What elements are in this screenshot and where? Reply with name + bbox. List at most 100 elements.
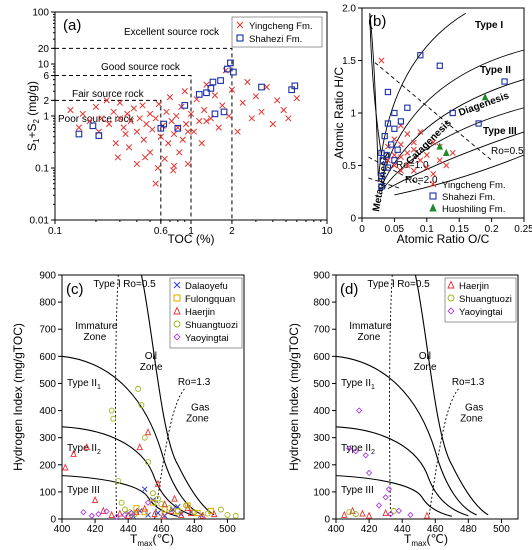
point-x xyxy=(190,128,198,135)
point-square xyxy=(227,59,234,67)
label-immature-zone: Zone xyxy=(84,332,107,343)
y-tick-label: 0.1 xyxy=(35,164,49,175)
legend-marker xyxy=(173,320,181,328)
type-iii-curve xyxy=(387,131,525,189)
point-triangle xyxy=(116,509,124,517)
point-triangle xyxy=(159,512,167,520)
panel-b-label: (b) xyxy=(368,13,386,30)
label-type-ii: Type II xyxy=(480,65,511,76)
x-tick-label: 440 xyxy=(120,524,137,535)
label-type-ii2-sub: 2 xyxy=(371,449,375,456)
point-diamond xyxy=(103,508,110,515)
panel-c-xlabel-sub: max xyxy=(137,539,152,548)
point-x xyxy=(79,110,86,118)
point-x xyxy=(145,512,151,518)
point-x xyxy=(222,67,229,74)
panel-c-points xyxy=(62,385,239,520)
point-square xyxy=(203,89,210,97)
zone-fair: Fair source rock xyxy=(72,89,145,100)
point-square xyxy=(384,88,392,96)
point-x xyxy=(211,92,219,99)
point-x xyxy=(417,128,424,135)
point-x xyxy=(146,110,154,118)
point-circle xyxy=(224,511,231,518)
point-x xyxy=(196,117,203,125)
zone-boundary-good xyxy=(55,75,192,220)
y-tick-label: 2 xyxy=(43,96,49,107)
point-x xyxy=(269,120,277,128)
point-x xyxy=(423,152,430,158)
x-tick-label: 0.15 xyxy=(449,224,469,235)
maturation-path-2 xyxy=(369,13,379,177)
label-oil: Oil xyxy=(145,351,157,362)
legend-label: Haerjin xyxy=(185,307,215,318)
label-type-i: Type I xyxy=(475,20,503,31)
point-square xyxy=(475,120,482,127)
legend-label: Shuangtuozi xyxy=(185,320,238,331)
panel-a-label: (a) xyxy=(63,17,81,34)
point-square xyxy=(133,505,140,512)
type-ii-lower-curve xyxy=(384,107,525,187)
point-square xyxy=(397,118,405,125)
y-tick-label: 0.01 xyxy=(30,216,50,227)
point-x xyxy=(133,160,141,168)
point-x xyxy=(92,103,100,110)
label-type-i: Type Ⅰ xyxy=(93,279,120,290)
point-x xyxy=(170,130,178,138)
point-triangle xyxy=(481,93,489,101)
point-x xyxy=(163,108,170,116)
y-tick-label: 600 xyxy=(313,352,330,363)
point-triangle xyxy=(136,443,143,451)
point-x xyxy=(141,486,148,493)
x-tick-label: 500 xyxy=(493,524,510,535)
panel-c-ticks: 400 420 440 460 480 500 0 100 200 300 400 500 600 700… xyxy=(39,271,236,536)
y-tick-label: 200 xyxy=(39,460,56,471)
x-tick-label: 0.1 xyxy=(420,224,434,235)
point-x xyxy=(215,124,222,131)
point-x xyxy=(149,126,156,133)
point-x xyxy=(110,108,117,116)
y-tick-label: 100 xyxy=(313,487,330,498)
panel-d-xlabel: Tmax(℃) xyxy=(404,532,448,548)
point-x xyxy=(116,115,124,122)
label-oil-zone: Zone xyxy=(414,362,437,373)
legend-label: Shuangtuozi xyxy=(459,294,512,305)
point-triangle xyxy=(91,495,99,503)
panel-a-ylabel-main: S xyxy=(25,143,39,151)
point-square xyxy=(501,78,508,85)
point-triangle xyxy=(151,510,158,518)
point-square xyxy=(384,164,392,171)
point-x xyxy=(219,102,226,109)
point-x xyxy=(173,112,180,120)
point-triangle xyxy=(171,494,178,502)
point-square xyxy=(449,109,456,117)
point-circle xyxy=(108,407,115,414)
label-type-i: Type Ⅰ xyxy=(367,279,394,290)
point-x xyxy=(154,164,161,172)
y-tick-label: 400 xyxy=(313,406,330,417)
point-x xyxy=(120,124,127,131)
label-type-ii2: Type II2 xyxy=(341,443,375,456)
point-x xyxy=(112,140,119,147)
panel-b: (b) Type I Type II Type III Diagenesis C… xyxy=(332,4,532,247)
legend-marker xyxy=(447,280,455,289)
point-x xyxy=(155,100,162,108)
point-x xyxy=(103,97,110,104)
point-x xyxy=(179,136,186,143)
point-x xyxy=(384,157,391,164)
x-tick-label: 420 xyxy=(361,524,378,535)
point-x xyxy=(423,164,430,171)
point-circle xyxy=(135,385,142,392)
point-x xyxy=(252,93,260,100)
point-square xyxy=(383,151,390,159)
panel-c-label: (c) xyxy=(66,281,84,298)
point-square xyxy=(417,52,424,59)
type-i-curve xyxy=(377,12,466,182)
y-tick-label: 0 xyxy=(350,214,356,225)
point-x xyxy=(234,128,241,135)
point-x xyxy=(176,149,183,156)
label-gas: Gas xyxy=(465,403,483,414)
y-tick-label: 2.0 xyxy=(342,4,356,15)
legend-label: Yingcheng Fm. xyxy=(442,180,506,191)
x-tick-label: 1 xyxy=(188,226,194,237)
